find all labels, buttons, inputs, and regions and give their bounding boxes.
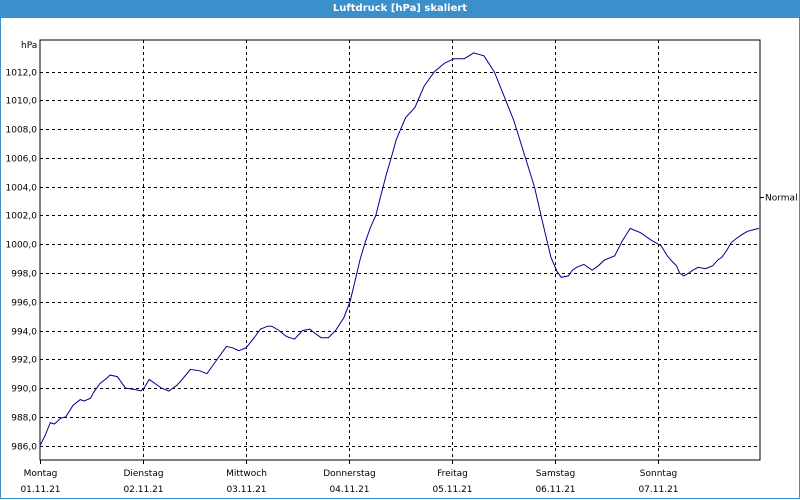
pressure-series-line — [39, 52, 760, 446]
x-tick-day: Freitag — [437, 469, 468, 479]
normal-label: Normal — [765, 194, 798, 204]
y-tick-label: 1004,0 — [6, 184, 38, 194]
x-tick-day: Donnerstag — [323, 469, 376, 479]
y-tick-label: 1006,0 — [6, 155, 38, 165]
x-tick-date: 02.11.21 — [123, 485, 163, 495]
y-tick-label: 990,0 — [11, 385, 37, 395]
y-tick-label: 992,0 — [11, 356, 37, 366]
y-tick-label: 1012,0 — [6, 69, 38, 79]
x-tick-day: Dienstag — [123, 469, 163, 479]
x-tick-date: 05.11.21 — [432, 485, 472, 495]
x-tick-day: Sonntag — [640, 469, 677, 479]
x-tick-date: 07.11.21 — [638, 485, 678, 495]
y-tick-label: 988,0 — [11, 414, 37, 424]
x-tick-day: Mittwoch — [226, 469, 267, 479]
y-axis-label: hPa — [21, 41, 37, 51]
x-tick-date: 04.11.21 — [329, 485, 369, 495]
x-tick-date: 01.11.21 — [20, 485, 60, 495]
y-tick-label: 1008,0 — [6, 126, 38, 136]
x-tick-date: 03.11.21 — [226, 485, 266, 495]
y-tick-label: 994,0 — [11, 328, 37, 338]
y-tick-label: 986,0 — [11, 443, 37, 453]
y-tick-label: 1002,0 — [6, 212, 38, 222]
y-tick-label: 1010,0 — [6, 97, 38, 107]
chart-title: Luftdruck [hPa] skaliert — [0, 0, 800, 18]
y-tick-label: 1000,0 — [6, 241, 38, 251]
plot-area — [39, 39, 761, 461]
x-tick-day: Samstag — [536, 469, 575, 479]
x-tick-date: 06.11.21 — [535, 485, 575, 495]
y-tick-label: 996,0 — [11, 299, 37, 309]
x-tick-day: Montag — [24, 469, 58, 479]
y-tick-label: 998,0 — [11, 270, 37, 280]
